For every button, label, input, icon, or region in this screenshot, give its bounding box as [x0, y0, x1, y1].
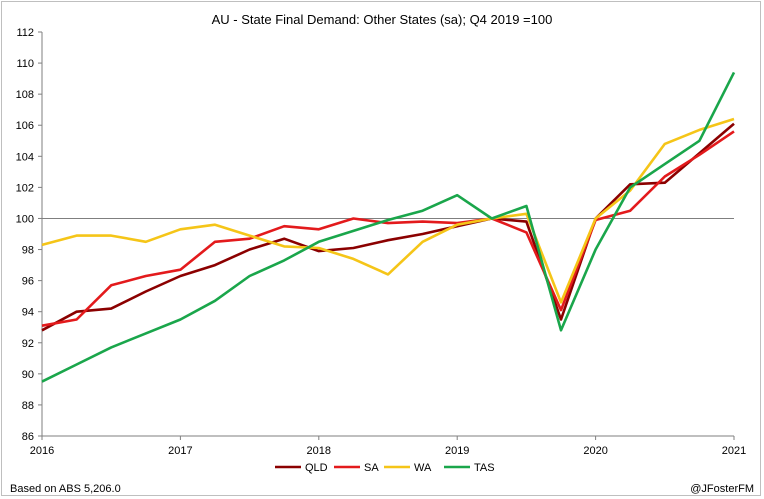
- x-tick-label: 2020: [583, 445, 607, 457]
- source-note: Based on ABS 5,206.0: [10, 483, 121, 495]
- x-tick-label: 2016: [30, 445, 54, 457]
- y-tick-label: 90: [22, 369, 34, 381]
- y-tick-label: 104: [16, 151, 34, 163]
- legend-label-wa: WA: [414, 462, 432, 474]
- legend: QLD SA WA TAS: [275, 462, 495, 474]
- series-lines: [41, 71, 736, 383]
- x-tick-label: 2017: [168, 445, 192, 457]
- chart-title: AU - State Final Demand: Other States (s…: [212, 12, 553, 27]
- y-tick-label: 92: [22, 338, 34, 350]
- legend-label-tas: TAS: [474, 462, 495, 474]
- y-tick-label: 94: [22, 307, 34, 319]
- series-line-wa: [41, 117, 735, 304]
- y-tick-label: 88: [22, 400, 34, 412]
- axes: [38, 31, 735, 440]
- y-tick-label: 96: [22, 276, 34, 288]
- credit-label: @JFosterFM: [690, 483, 754, 495]
- x-tick-label: 2018: [307, 445, 331, 457]
- x-tick-label: 2019: [445, 445, 469, 457]
- y-tick-label: 112: [16, 27, 34, 39]
- y-tick-label: 110: [16, 58, 34, 70]
- tick-labels: 86 88 90 92 94 96 98 100 102 104 106 108 110 112 2016 2…: [16, 27, 747, 457]
- y-tick-label: 86: [22, 431, 34, 443]
- legend-label-sa: SA: [364, 462, 379, 474]
- y-tick-label: 100: [16, 213, 34, 225]
- series-line-qld: [41, 122, 735, 332]
- series-line-sa: [41, 130, 735, 327]
- series-line-tas: [41, 71, 736, 383]
- x-tick-label: 2021: [722, 445, 746, 457]
- legend-label-qld: QLD: [305, 462, 328, 474]
- y-tick-label: 106: [16, 120, 34, 132]
- y-tick-label: 108: [16, 89, 34, 101]
- y-tick-label: 102: [16, 182, 34, 194]
- y-tick-label: 98: [22, 245, 34, 257]
